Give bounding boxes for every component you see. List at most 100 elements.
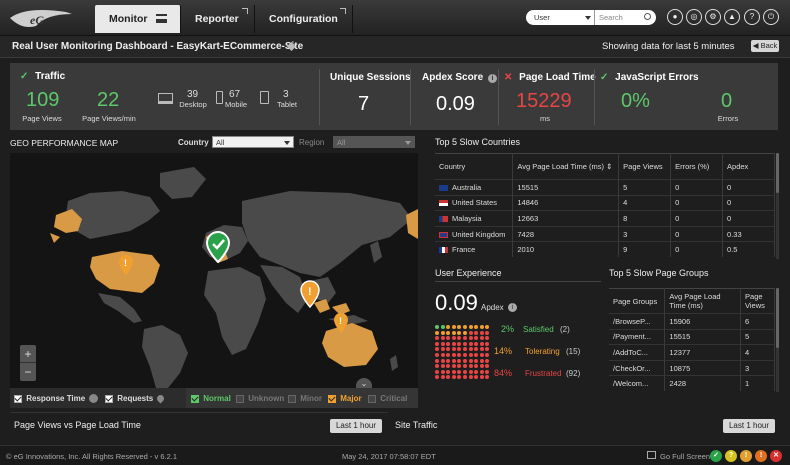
help-icon[interactable]: ? <box>744 9 760 25</box>
apdex-dot <box>440 375 445 380</box>
table-row[interactable]: /Welcom... 2428 1 <box>609 375 775 392</box>
status-critical-icon[interactable]: ! <box>755 450 767 462</box>
response-time-toggle[interactable]: Response Time <box>14 394 99 404</box>
avg-load-time: 7428 <box>512 225 620 242</box>
errors-percent: 0 <box>670 225 724 242</box>
checkbox[interactable] <box>328 394 336 403</box>
fullscreen-link[interactable]: Go Full Screen <box>660 452 711 461</box>
apdex-dot <box>479 325 484 329</box>
zoom-in-button[interactable]: + <box>20 345 36 363</box>
column-header[interactable]: Apdex <box>722 153 775 180</box>
country-select[interactable]: All <box>212 136 294 148</box>
checkbox[interactable] <box>368 394 376 403</box>
checkbox[interactable] <box>105 394 113 403</box>
critical-filter[interactable]: Critical <box>368 394 407 403</box>
search-scope-select[interactable]: User <box>526 10 594 25</box>
external-link-icon <box>242 8 248 14</box>
column-header[interactable]: Errors (%) <box>670 153 724 180</box>
unknown-filter[interactable]: Unknown <box>236 394 284 403</box>
scrollbar[interactable] <box>776 153 779 259</box>
alerts-icon[interactable]: ⚙ <box>705 9 721 25</box>
warning-location-marker[interactable]: ! <box>118 254 134 276</box>
back-button[interactable]: ◀ Back <box>751 40 779 52</box>
apdex-score-title: Apdex Score i <box>422 72 497 83</box>
fullscreen-icon[interactable] <box>647 451 656 459</box>
major-location-marker[interactable]: ! <box>300 280 320 308</box>
info-icon[interactable]: i <box>508 303 517 312</box>
normal-filter[interactable]: Normal <box>191 394 231 403</box>
checkbox[interactable] <box>236 394 244 403</box>
apdex-dot <box>468 325 473 329</box>
scrollbar[interactable] <box>776 288 779 392</box>
apdex-dot <box>485 364 490 369</box>
status-minor-icon[interactable]: ? <box>725 450 737 462</box>
column-header[interactable]: Page Views <box>618 153 672 180</box>
notification-bell-icon[interactable]: ▲ <box>724 9 740 25</box>
apdex-dot <box>457 358 462 363</box>
table-row[interactable]: Malaysia 12663 8 0 0 <box>435 210 775 227</box>
region-select[interactable]: All <box>333 136 415 148</box>
apdex-dot <box>468 364 473 369</box>
javascript-errors-label: Errors <box>717 114 739 123</box>
tab-reporter-label: Reporter <box>195 13 239 25</box>
table-row[interactable]: United Kingdom 7428 3 0 0.33 <box>435 225 775 242</box>
column-header[interactable]: Page Views <box>740 288 775 314</box>
pv-time-range-button[interactable]: Last 1 hour <box>330 419 382 433</box>
status-normal-icon[interactable]: ✓ <box>710 450 722 462</box>
hamburger-icon[interactable] <box>156 14 167 23</box>
apdex-dot <box>457 369 462 374</box>
table-row[interactable]: Australia 15515 5 0 0 <box>435 179 775 196</box>
search-input[interactable]: Search <box>594 10 656 25</box>
table-row[interactable]: /AddToC... 12377 4 <box>609 344 775 361</box>
traffic-time-range-button[interactable]: Last 1 hour <box>723 419 775 433</box>
apdex-dot <box>468 330 473 335</box>
geo-map-header: GEO PERFORMANCE MAP Country All Region A… <box>10 134 418 152</box>
svg-text:!: ! <box>339 316 342 326</box>
world-map[interactable]: ! ! ! + − ⌄ <box>10 153 418 388</box>
status-down-icon[interactable]: ✕ <box>770 450 782 462</box>
component-icon[interactable]: ◎ <box>686 9 702 25</box>
column-header[interactable]: Page Groups <box>609 288 666 314</box>
tablet-count: 3 <box>283 89 289 100</box>
tab-configuration[interactable]: Configuration <box>255 5 353 33</box>
power-icon[interactable]: ⏻ <box>763 9 779 25</box>
status-major-icon[interactable]: ! <box>740 450 752 462</box>
checkbox[interactable] <box>288 394 296 403</box>
apdex-dot <box>485 336 490 341</box>
scrollbar-thumb[interactable] <box>776 153 779 193</box>
chevron-down-icon[interactable]: ⌄ <box>356 378 372 388</box>
table-header-row: Country Avg Page Load Time (ms) ⇕ Page V… <box>435 153 775 180</box>
divider <box>498 69 499 125</box>
column-header[interactable]: Avg Page Load Time (ms) ⇕ <box>512 153 620 180</box>
warning-location-marker[interactable]: ! <box>333 312 349 334</box>
table-row[interactable]: /CheckOr... 10875 3 <box>609 359 775 376</box>
apdex-dot <box>451 336 456 341</box>
scrollbar-thumb[interactable] <box>776 288 779 348</box>
table-row[interactable]: France 2010 9 0 0.5 <box>435 241 775 258</box>
eg-logo[interactable]: eG <box>6 4 76 32</box>
back-arrow-icon: ◀ <box>752 41 759 50</box>
minor-filter[interactable]: Minor <box>288 394 322 403</box>
apdex-dot <box>474 369 479 374</box>
table-row[interactable]: /Payment... 15515 5 <box>609 328 775 345</box>
users-icon[interactable]: ● <box>667 9 683 25</box>
table-row[interactable]: United States 14846 4 0 0 <box>435 194 775 211</box>
column-header[interactable]: Country <box>435 153 514 180</box>
apdex-dot <box>451 369 456 374</box>
tab-monitor[interactable]: Monitor <box>95 5 181 33</box>
column-header[interactable]: Avg Page Load Time (ms) <box>664 288 742 314</box>
info-icon[interactable]: i <box>487 74 497 83</box>
checkbox[interactable] <box>14 394 22 403</box>
copyright-text: © eG Innovations, Inc. All Rights Reserv… <box>6 452 178 461</box>
zoom-out-button[interactable]: − <box>24 365 32 379</box>
normal-location-marker[interactable] <box>206 231 230 263</box>
apdex-dot <box>446 358 451 363</box>
page-views: 4 <box>740 344 775 361</box>
apdex-dot <box>435 341 439 346</box>
tab-reporter[interactable]: Reporter <box>181 5 255 33</box>
checkbox[interactable] <box>191 394 199 403</box>
requests-toggle[interactable]: Requests <box>105 393 166 404</box>
major-filter[interactable]: Major <box>328 394 362 403</box>
apdex-dot <box>463 330 467 335</box>
table-row[interactable]: /BrowseP... 15906 6 <box>609 313 775 330</box>
